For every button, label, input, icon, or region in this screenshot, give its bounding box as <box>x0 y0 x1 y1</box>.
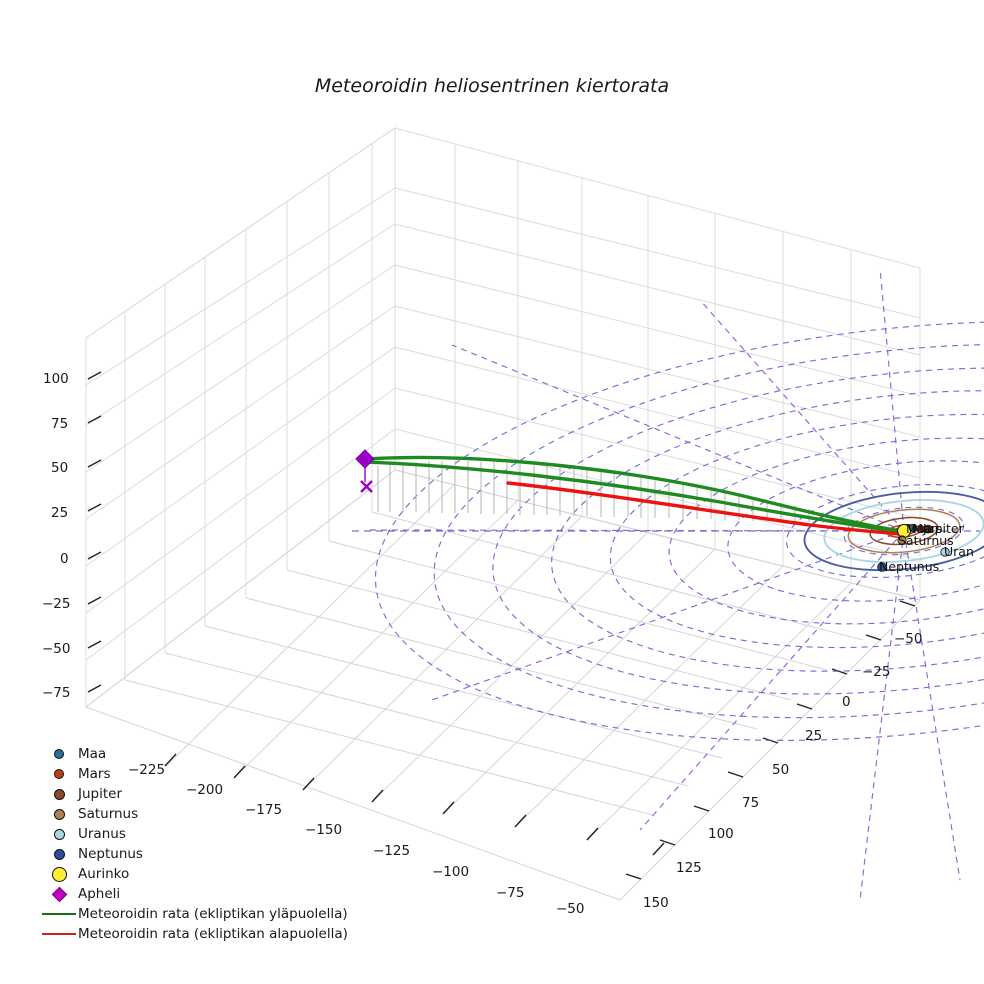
legend-marker-circle-icon <box>40 848 78 860</box>
legend-item-orbit-above[interactable]: Meteoroidin rata (ekliptikan yläpuolella… <box>40 904 348 924</box>
x-tick: −225 <box>128 762 166 778</box>
legend-label: Saturnus <box>78 806 139 822</box>
legend-marker-circle-icon <box>40 749 78 759</box>
z-tick: 75 <box>51 416 69 432</box>
legend-label: Meteoroidin rata (ekliptikan alapuolella… <box>78 926 348 942</box>
label-uranus: Uran <box>944 544 974 559</box>
y-tick: 75 <box>742 795 760 811</box>
orbit-saturnus <box>847 508 961 554</box>
legend-marker-sun-icon <box>40 866 78 882</box>
marker-uranus <box>940 547 950 557</box>
legend-marker-circle-icon <box>40 808 78 820</box>
legend-item-apheli[interactable]: Apheli <box>40 884 348 904</box>
y-tick: 0 <box>842 694 851 710</box>
x-tick: −100 <box>432 864 470 880</box>
legend-label: Jupiter <box>78 786 123 802</box>
meteoroid-orbit-above <box>364 455 904 534</box>
z-tick: 100 <box>43 371 69 387</box>
orbit-neptunus <box>803 490 984 572</box>
legend-marker-circle-icon <box>40 788 78 800</box>
y-tick: 25 <box>805 728 823 744</box>
polar-grid <box>352 267 984 901</box>
label-saturnus: Saturnus <box>898 533 954 548</box>
x-tick: −125 <box>373 843 411 859</box>
legend-label: Maa <box>78 746 107 762</box>
legend-item-orbit-below[interactable]: Meteoroidin rata (ekliptikan alapuolella… <box>40 924 348 944</box>
legend-item-uranus[interactable]: Uranus <box>40 824 348 844</box>
marker-saturnus <box>897 535 907 545</box>
legend-marker-circle-icon <box>40 828 78 840</box>
z-tick: 25 <box>51 505 69 521</box>
legend-item-saturnus[interactable]: Saturnus <box>40 804 348 824</box>
marker-maa <box>909 524 918 533</box>
legend-item-jupiter[interactable]: Jupiter <box>40 784 348 804</box>
z-tick: 0 <box>60 551 69 567</box>
legend-item-neptunus[interactable]: Neptunus <box>40 844 348 864</box>
x-tick: −150 <box>305 822 343 838</box>
label-maa: Maa <box>906 521 933 536</box>
pane-left-wall <box>85 127 396 708</box>
z-tick: 50 <box>51 460 69 476</box>
y-tick: 50 <box>772 762 790 778</box>
legend-marker-diamond-icon <box>40 886 78 902</box>
legend-item-aurinko[interactable]: Aurinko <box>40 864 348 884</box>
z-tick: −50 <box>42 641 71 657</box>
orbit-jupiter <box>869 516 939 546</box>
y-tick: 125 <box>676 860 702 876</box>
legend-item-mars[interactable]: Mars <box>40 764 348 784</box>
legend-label: Apheli <box>78 886 121 902</box>
legend: Maa Mars Jupiter Saturnus Uranus <box>40 744 348 944</box>
legend-marker-line-icon <box>40 933 78 935</box>
y-tick: 150 <box>643 895 669 911</box>
chart-title: Meteoroidin heliosentrinen kiertorata <box>314 75 670 97</box>
legend-marker-circle-icon <box>40 769 78 779</box>
legend-label: Neptunus <box>78 846 143 862</box>
label-mars: Mars <box>912 521 943 536</box>
x-tick: −75 <box>496 885 525 901</box>
legend-label: Meteoroidin rata (ekliptikan yläpuolella… <box>78 906 348 922</box>
x-tick: −200 <box>186 782 224 798</box>
y-tick: 100 <box>708 826 734 842</box>
marker-jupiter <box>923 524 933 534</box>
legend-item-maa[interactable]: Maa <box>40 744 348 764</box>
z-tick: −25 <box>42 596 71 612</box>
marker-neptunus <box>877 562 887 572</box>
x-tick: −175 <box>245 802 283 818</box>
y-tick: −50 <box>894 631 923 647</box>
body-markers <box>877 523 950 572</box>
y-tick: −25 <box>862 664 891 680</box>
legend-label: Aurinko <box>78 866 130 882</box>
z-tick: −75 <box>42 685 71 701</box>
meteoroid-orbit-below <box>506 481 904 536</box>
legend-label: Mars <box>78 766 111 782</box>
label-jupiter: Jupiter <box>923 521 964 536</box>
aphelion-marker <box>355 449 375 493</box>
legend-label: Uranus <box>78 826 126 842</box>
pane-right-wall <box>394 127 921 601</box>
legend-marker-line-icon <box>40 913 78 915</box>
x-tick: −50 <box>556 901 585 917</box>
pane-floor <box>84 469 921 901</box>
label-neptunus: Neptunus <box>879 559 940 574</box>
